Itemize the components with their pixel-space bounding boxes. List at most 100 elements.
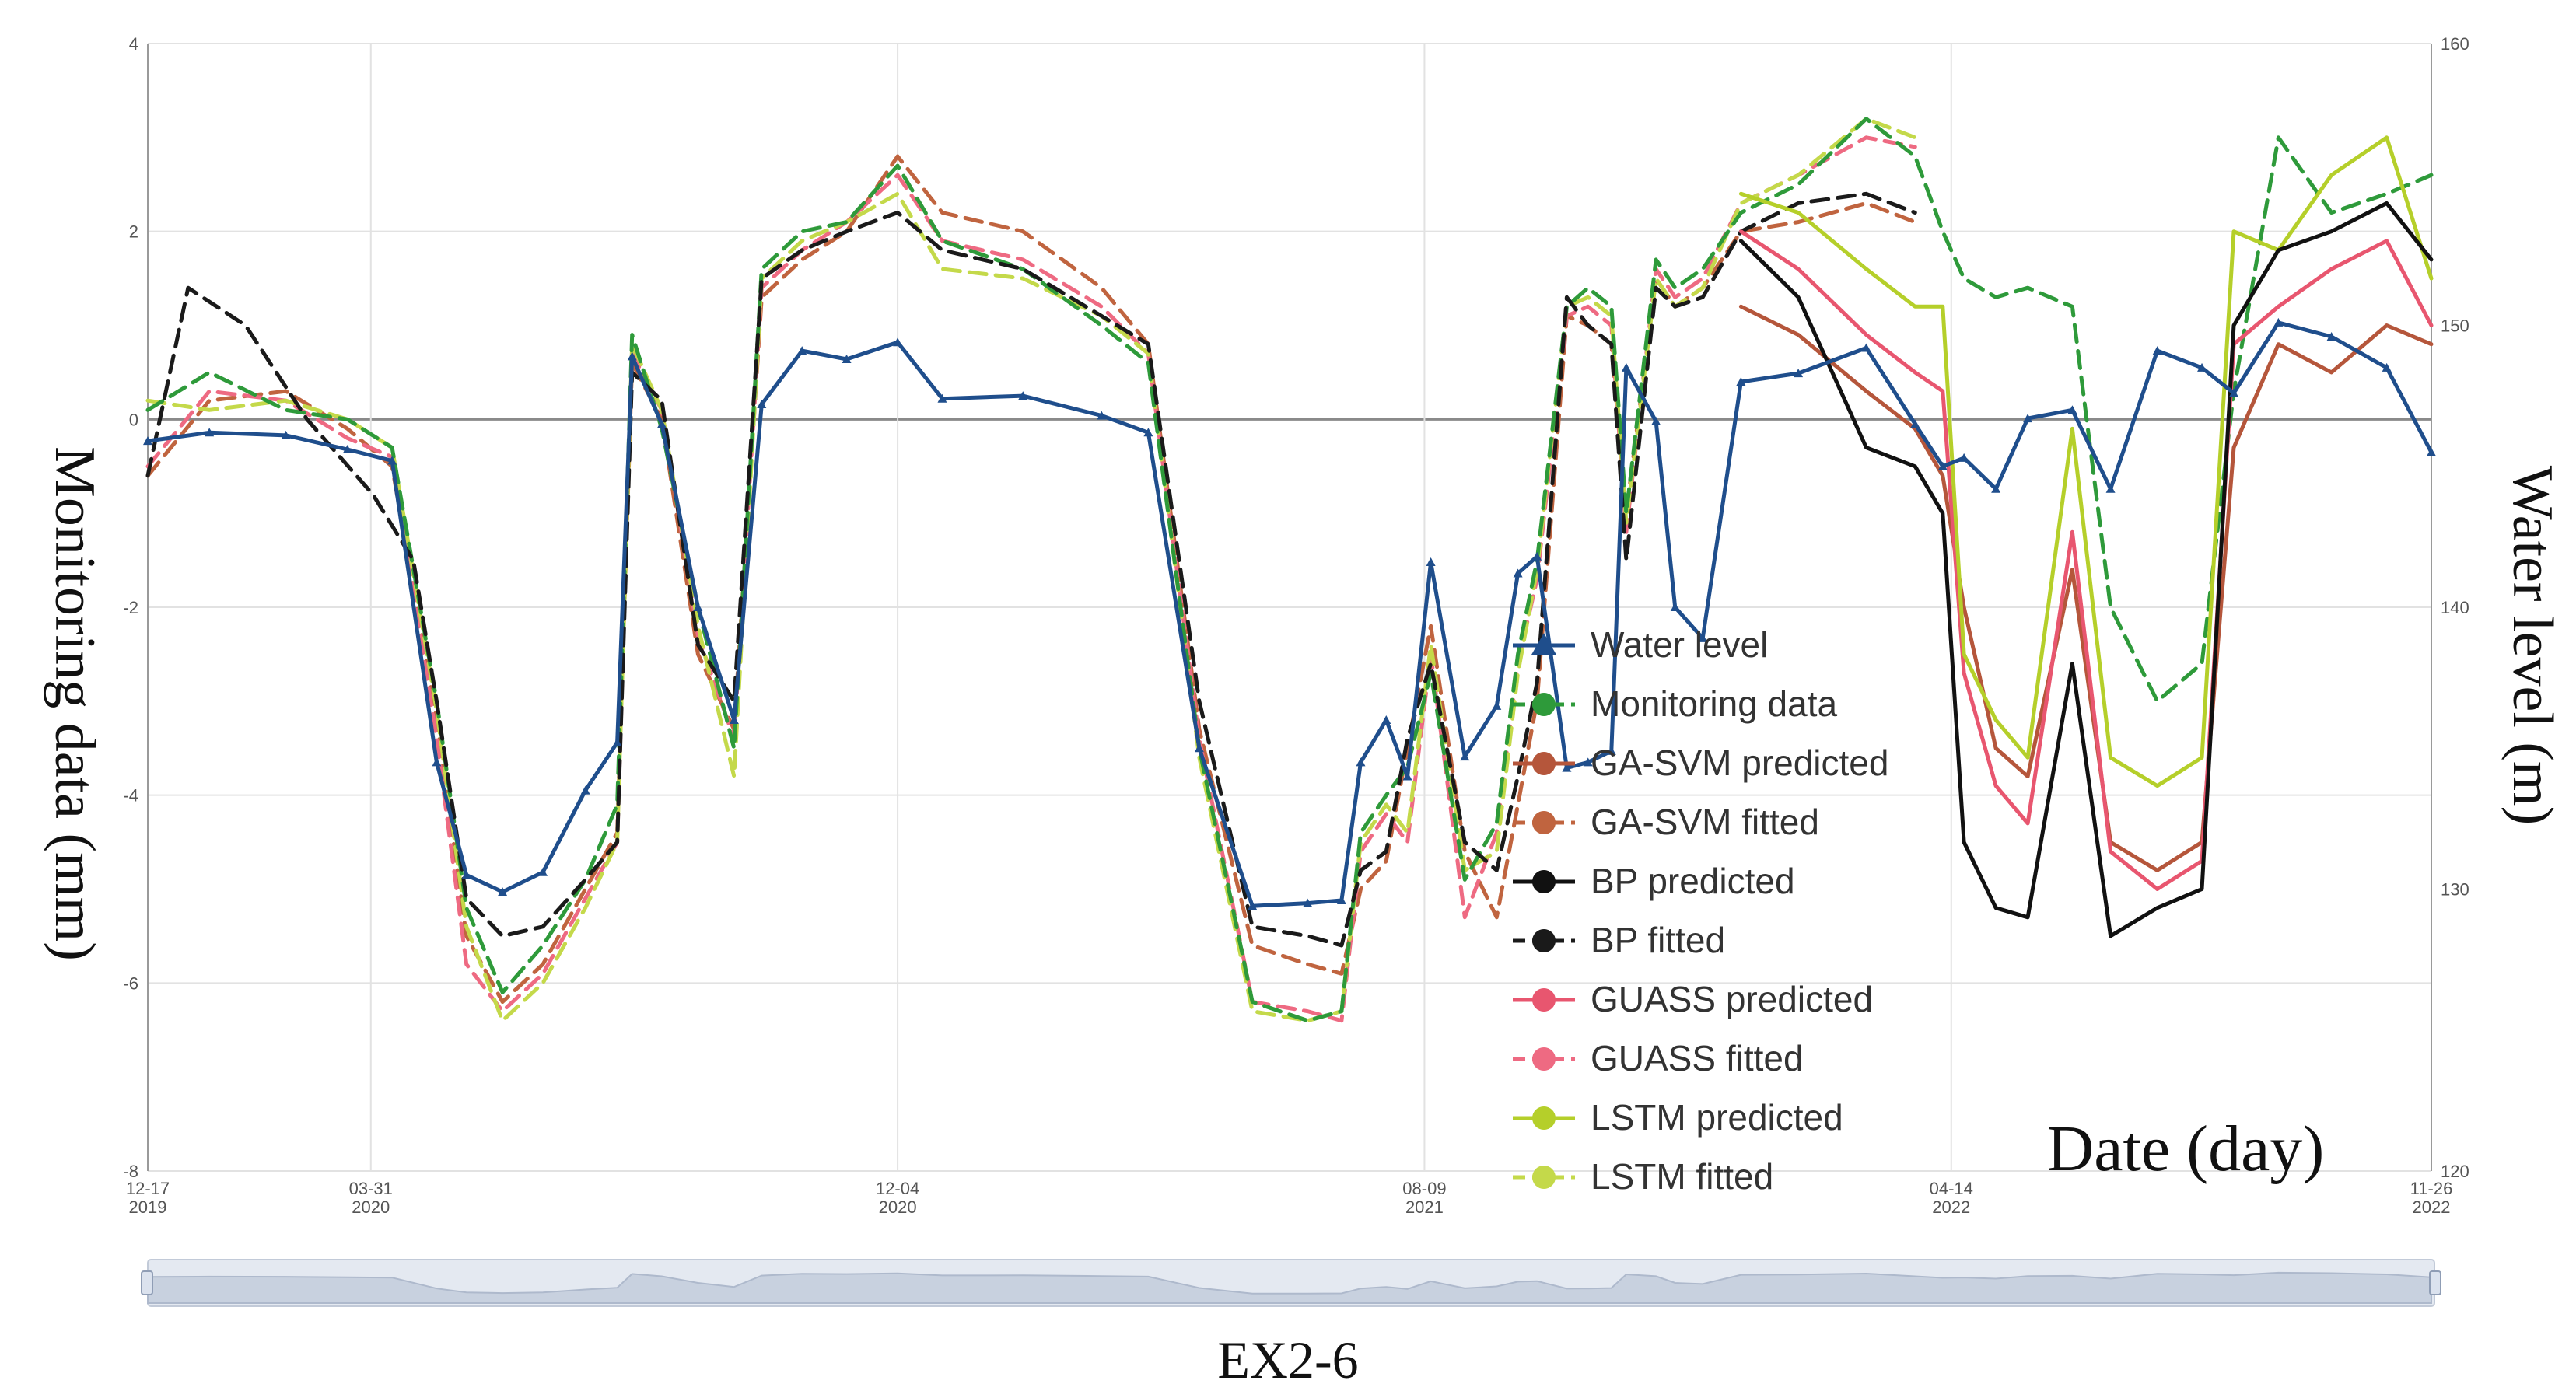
data-point — [1356, 757, 1366, 767]
legend-marker — [1532, 811, 1556, 834]
legend-label: GUASS predicted — [1591, 979, 1873, 1019]
data-point — [1336, 896, 1346, 904]
data-point — [1303, 898, 1313, 907]
x-tick-label-year: 2022 — [1932, 1197, 1970, 1217]
legend-marker — [1531, 633, 1556, 655]
data-point — [729, 715, 739, 724]
y-left-tick-label: 4 — [129, 34, 138, 54]
data-point — [1460, 752, 1470, 761]
legend-marker — [1532, 1047, 1556, 1071]
legend-marker — [1532, 693, 1556, 716]
data-point — [387, 456, 397, 465]
legend-item-ga-svm-predicted[interactable]: GA-SVM predicted — [1513, 743, 1888, 783]
legend-item-ga-svm-fitted[interactable]: GA-SVM fitted — [1513, 802, 1819, 842]
series-line-guass-predicted — [1738, 229, 2434, 891]
x-tick-label: 03-31 — [349, 1179, 393, 1198]
data-point — [1583, 757, 1593, 767]
x-tick-label-year: 2022 — [2413, 1197, 2451, 1217]
data-point — [281, 430, 291, 439]
series-layer — [143, 117, 2436, 1023]
y-right-tick-label: 120 — [2441, 1162, 2469, 1181]
data-point — [342, 445, 352, 453]
legend-marker — [1532, 1166, 1556, 1189]
series-line-lstm-predicted — [1738, 135, 2434, 788]
data-point — [1651, 416, 1661, 425]
data-point — [537, 867, 548, 876]
legend-label: BP predicted — [1591, 861, 1795, 901]
data-point — [797, 346, 807, 355]
data-point — [1097, 411, 1107, 420]
data-point — [2152, 346, 2162, 355]
zoom-slider-right-handle[interactable] — [2429, 1270, 2441, 1295]
data-point — [143, 436, 152, 446]
data-point — [1143, 428, 1153, 437]
data-point — [1381, 715, 1391, 724]
legend-label: Monitoring data — [1591, 683, 1837, 724]
legend-marker — [1532, 1106, 1556, 1130]
data-point — [937, 393, 947, 403]
data-point — [2023, 414, 2033, 423]
data-point — [1794, 369, 1804, 378]
data-point — [1194, 743, 1204, 753]
data-point — [2326, 332, 2336, 341]
data-point — [1532, 551, 1542, 561]
series-guass-predicted — [1738, 229, 2434, 891]
data-point — [2105, 484, 2116, 493]
legend-item-monitoring-data[interactable]: Monitoring data — [1513, 683, 1837, 724]
y-right-tick-label: 140 — [2441, 598, 2469, 617]
zoom-slider-left-handle[interactable] — [141, 1270, 153, 1295]
series-monitoring-data — [145, 117, 2434, 1023]
legend-marker — [1532, 870, 1556, 893]
data-point — [693, 603, 703, 611]
x-tick-label: 12-04 — [876, 1179, 919, 1198]
y-right-tick-label: 160 — [2441, 34, 2469, 54]
data-point — [432, 757, 442, 767]
legend-item-bp-fitted[interactable]: BP fitted — [1513, 920, 1725, 960]
legend-marker — [1532, 752, 1556, 775]
data-point — [2382, 362, 2392, 372]
data-point — [842, 355, 852, 363]
legend-item-water-level[interactable]: Water level — [1513, 624, 1768, 665]
legend-label: Water level — [1591, 624, 1768, 665]
legend-item-guass-predicted[interactable]: GUASS predicted — [1513, 979, 1873, 1019]
data-point — [1959, 453, 1969, 462]
data-point — [1562, 763, 1572, 772]
data-point — [2273, 317, 2284, 327]
data-point — [1910, 419, 1920, 428]
y-left-tick-label: 2 — [129, 222, 138, 242]
series-line-bp-fitted — [145, 191, 1917, 948]
legend-marker — [1532, 929, 1556, 952]
series-ga-svm-predicted — [1738, 304, 2434, 872]
legend-item-lstm-predicted[interactable]: LSTM predicted — [1513, 1097, 1843, 1138]
data-point — [1402, 771, 1412, 781]
data-point — [612, 738, 622, 746]
legend-item-bp-predicted[interactable]: BP predicted — [1513, 861, 1795, 901]
x-tick-label: 11-26 — [2410, 1179, 2453, 1198]
data-point — [1606, 746, 1616, 755]
y-left-tick-label: -2 — [123, 598, 138, 617]
legend-label: GUASS fitted — [1591, 1038, 1804, 1078]
data-point — [656, 419, 667, 428]
y-axis-right-title: Water level (m) — [2501, 466, 2564, 825]
y-axis-left-title: Monitoring data (mm) — [43, 446, 107, 961]
series-line-ga-svm-predicted — [1738, 304, 2434, 872]
legend-item-lstm-fitted[interactable]: LSTM fitted — [1513, 1156, 1773, 1197]
data-point — [893, 337, 903, 347]
x-tick-label: 08-09 — [1402, 1179, 1446, 1198]
legend-label: GA-SVM predicted — [1591, 743, 1888, 783]
data-point — [2067, 405, 2077, 414]
data-point — [1621, 362, 1631, 372]
legend-item-guass-fitted[interactable]: GUASS fitted — [1513, 1038, 1804, 1078]
legend-label: LSTM predicted — [1591, 1097, 1843, 1138]
data-point — [1698, 633, 1708, 642]
zoom-slider[interactable] — [141, 1259, 2441, 1307]
y-right-tick-label: 150 — [2441, 316, 2469, 336]
series-lstm-predicted — [1738, 135, 2434, 788]
legend-label: BP fitted — [1591, 920, 1725, 960]
data-point — [2427, 447, 2436, 456]
x-tick-label-year: 2021 — [1405, 1197, 1444, 1217]
x-tick-label: 04-14 — [1930, 1179, 1973, 1198]
data-point — [1937, 461, 1948, 470]
